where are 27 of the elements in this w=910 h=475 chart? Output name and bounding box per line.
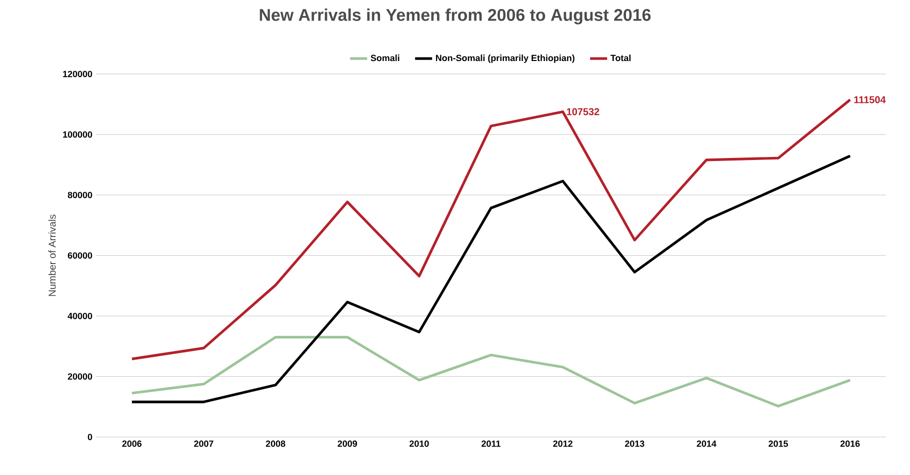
data-label: 111504 <box>854 96 886 104</box>
x-tick-label: 2011 <box>482 440 500 447</box>
x-tick-label: 2007 <box>194 440 214 447</box>
x-tick-label: 2015 <box>768 440 788 447</box>
y-tick-label: 20000 <box>68 373 92 380</box>
x-tick-label: 2013 <box>624 440 644 447</box>
x-tick-label: 2010 <box>410 440 429 447</box>
y-tick-label: 100000 <box>63 131 92 138</box>
y-axis-title: Number of Arrivals <box>48 214 56 296</box>
line-series <box>130 336 852 408</box>
data-label: 107532 <box>566 108 600 116</box>
y-tick-label: 120000 <box>63 70 92 78</box>
x-tick-label: 2008 <box>266 440 286 447</box>
x-tick-label: 2009 <box>338 440 358 447</box>
x-tick-label: 2016 <box>840 440 860 447</box>
x-tick-label: 2006 <box>122 440 142 447</box>
y-tick-label: 80000 <box>68 192 92 198</box>
legend-label: Somali <box>370 54 400 62</box>
y-tick-label: 60000 <box>68 252 92 259</box>
line-series <box>130 98 852 360</box>
chart-title: New Arrivals in Yemen from 2006 to August 2016 <box>260 8 651 24</box>
legend-label: Total <box>610 54 631 62</box>
y-tick-label: 40000 <box>68 312 92 320</box>
x-tick-label: 2014 <box>696 440 716 447</box>
legend-label: Non-Somali (primarily Ethiopian) <box>436 54 574 63</box>
x-tick-label: 2012 <box>553 440 572 447</box>
y-tick-label: 0 <box>88 434 92 440</box>
